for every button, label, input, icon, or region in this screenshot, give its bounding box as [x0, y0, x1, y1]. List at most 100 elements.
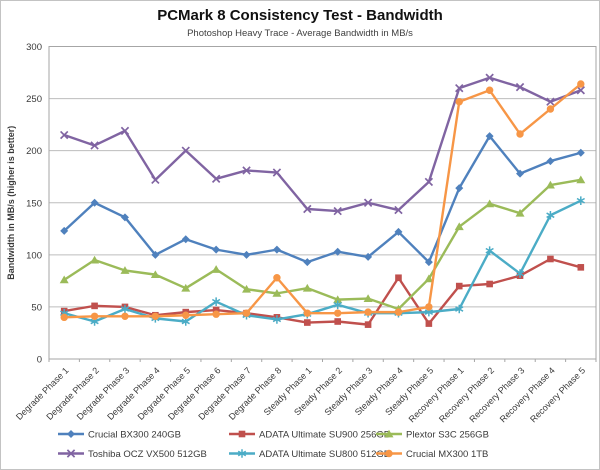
data-point	[395, 274, 402, 282]
legend-item-adata-ultimate-su800-512gb: ADATA Ultimate SU800 512GB	[229, 449, 390, 460]
legend: Crucial BX300 240GB ADATA Ultimate SU900 …	[58, 430, 489, 460]
data-point	[181, 283, 191, 292]
legend-item-crucial-mx300-1tb: Crucial MX300 1TB	[376, 449, 488, 460]
y-tick-label: 250	[26, 94, 42, 105]
data-point	[212, 306, 220, 314]
data-point	[304, 319, 311, 326]
data-point	[364, 321, 372, 328]
legend-item-crucial-bx300-240gb: Crucial BX300 240GB	[58, 430, 181, 441]
data-point	[273, 274, 281, 282]
x-axis-label: Degrade Phase 5	[136, 365, 193, 422]
data-point	[577, 80, 585, 88]
data-point	[150, 270, 160, 279]
data-point	[237, 449, 247, 458]
x-axis-label: Degrade Phase 2	[44, 365, 101, 422]
x-axis-label: Degrade Phase 4	[105, 365, 162, 422]
data-point	[272, 245, 281, 254]
data-point	[211, 297, 221, 307]
data-point	[515, 208, 525, 217]
series-line	[63, 76, 582, 213]
legend-item-adata-ultimate-su900-256gb: ADATA Ultimate SU900 256GB	[229, 430, 390, 441]
x-axis-label: Degrade Phase 1	[14, 365, 71, 422]
series-crucial-mx300-1tb	[60, 80, 585, 322]
data-point	[182, 311, 190, 319]
data-point	[485, 132, 494, 141]
y-tick-label: 50	[31, 302, 42, 313]
data-point	[333, 309, 342, 317]
data-point	[455, 83, 464, 93]
legend-label: Plextor S3C 256GB	[406, 430, 489, 441]
data-point	[546, 105, 555, 113]
data-point	[455, 184, 464, 193]
data-point	[545, 180, 555, 189]
y-tick-label: 150	[26, 198, 42, 209]
legend-label: Crucial MX300 1TB	[406, 449, 488, 460]
data-point	[120, 213, 129, 222]
x-axis-label: Degrade Phase 6	[166, 365, 223, 422]
data-point	[59, 130, 69, 140]
data-point	[577, 264, 585, 271]
data-point	[120, 304, 130, 314]
legend-item-plextor-s3c-256gb: Plextor S3C 256GB	[376, 430, 489, 441]
data-point	[424, 258, 433, 267]
series-line	[64, 83, 582, 319]
data-point	[303, 204, 312, 214]
data-point	[60, 313, 68, 322]
data-point	[272, 168, 282, 177]
data-point	[67, 430, 75, 438]
legend-item-toshiba-ocz-vx500-512gb: Toshiba OCZ VX500 512GB	[58, 449, 207, 460]
data-point	[151, 312, 160, 320]
y-tick-label: 300	[26, 42, 42, 53]
legend-label: ADATA Ultimate SU900 256GB	[259, 430, 390, 441]
x-axis-label: Recovery Phase 2	[437, 365, 496, 424]
data-point	[242, 309, 251, 317]
data-point	[151, 250, 160, 259]
data-point	[394, 308, 403, 316]
data-point	[333, 247, 342, 256]
data-point	[546, 157, 555, 166]
data-point	[238, 430, 246, 438]
data-point	[120, 126, 130, 136]
data-point	[455, 98, 463, 106]
data-point	[364, 252, 373, 261]
x-axis-label: Recovery Phase 4	[498, 365, 557, 424]
data-point	[333, 300, 342, 310]
data-point	[90, 141, 99, 150]
x-axis-label: Degrade Phase 8	[227, 365, 284, 422]
data-point	[515, 269, 525, 278]
data-point	[333, 295, 343, 304]
data-point	[516, 169, 525, 178]
y-tick-label: 100	[26, 250, 42, 261]
data-point	[90, 312, 99, 320]
data-point	[576, 86, 586, 95]
data-point	[303, 258, 312, 267]
data-point	[455, 304, 464, 314]
data-point	[384, 429, 394, 438]
data-point	[424, 274, 434, 283]
data-point	[425, 320, 433, 327]
x-axis-label: Recovery Phase 1	[407, 365, 466, 424]
data-point	[547, 255, 554, 263]
data-point	[424, 177, 434, 187]
data-point	[212, 310, 220, 318]
series-line	[63, 257, 582, 326]
data-point	[303, 309, 312, 317]
data-point	[485, 246, 494, 255]
data-point	[272, 315, 282, 324]
series-toshiba-ocz-vx500-512gb	[59, 73, 586, 216]
data-point	[394, 205, 403, 215]
chart-subtitle: Photoshop Heavy Trace - Average Bandwidt…	[187, 28, 413, 39]
data-point	[212, 245, 221, 254]
data-point	[485, 73, 494, 82]
data-point	[121, 312, 129, 320]
data-point	[546, 97, 555, 106]
data-point	[363, 198, 373, 207]
series-line	[63, 178, 582, 311]
y-tick-label: 200	[26, 146, 42, 157]
data-point	[454, 222, 464, 231]
data-point	[576, 196, 585, 205]
data-point	[363, 294, 373, 302]
data-point	[334, 318, 341, 325]
